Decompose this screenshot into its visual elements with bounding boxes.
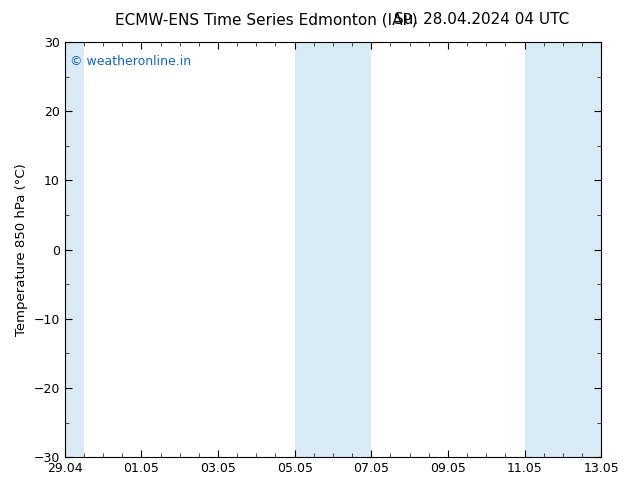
- Text: Su. 28.04.2024 04 UTC: Su. 28.04.2024 04 UTC: [394, 12, 569, 27]
- Y-axis label: Temperature 850 hPa (°C): Temperature 850 hPa (°C): [15, 163, 28, 336]
- Bar: [563, 42, 601, 457]
- Text: ECMW-ENS Time Series Edmonton (IAP): ECMW-ENS Time Series Edmonton (IAP): [115, 12, 418, 27]
- Text: © weatheronline.in: © weatheronline.in: [70, 54, 191, 68]
- Bar: [333, 42, 372, 457]
- Bar: [65, 42, 84, 457]
- Bar: [295, 42, 333, 457]
- Bar: [524, 42, 563, 457]
